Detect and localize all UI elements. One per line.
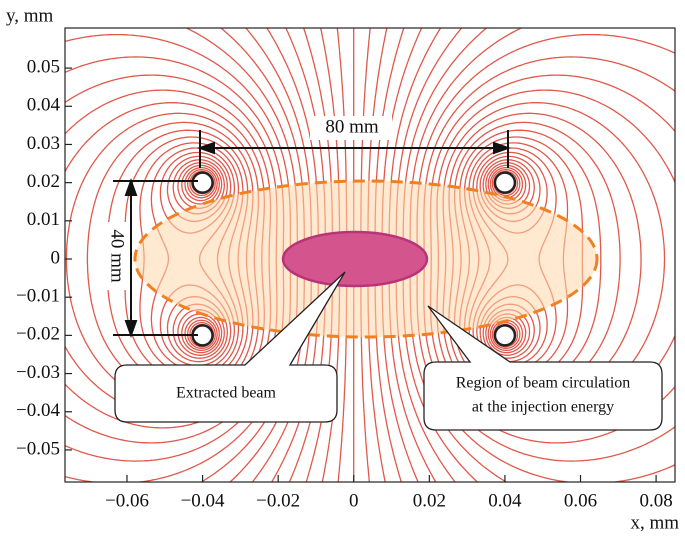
y-tick-label: −0.04 bbox=[16, 400, 60, 421]
conductor bbox=[493, 171, 517, 194]
y-tick-label: −0.05 bbox=[16, 438, 60, 459]
y-axis-label: y, mm bbox=[6, 5, 54, 26]
dimension-label: 80 mm bbox=[325, 116, 379, 137]
arrow-head bbox=[124, 320, 138, 338]
x-tick-label: 0.06 bbox=[564, 490, 597, 511]
arrow-head bbox=[493, 141, 511, 155]
x-tick-label: 0 bbox=[349, 490, 359, 511]
x-tick-label: −0.06 bbox=[105, 490, 149, 511]
dimension-label: 40 mm bbox=[107, 229, 128, 283]
y-tick-label: −0.01 bbox=[16, 286, 60, 307]
conductor bbox=[191, 171, 214, 194]
y-tick-label: 0 bbox=[51, 247, 61, 268]
plot-frame bbox=[64, 27, 676, 483]
y-tick-label: −0.03 bbox=[16, 362, 60, 383]
conductor bbox=[493, 324, 517, 347]
label-bg bbox=[104, 222, 128, 290]
callout bbox=[114, 271, 346, 423]
x-tick-label: 0.04 bbox=[488, 490, 522, 511]
x-tick-label: 0.08 bbox=[639, 490, 672, 511]
annotation: Region of beam circulation bbox=[456, 375, 631, 392]
y-tick-label: −0.02 bbox=[16, 324, 60, 345]
extracted-beam bbox=[281, 230, 429, 288]
arrow-head bbox=[197, 141, 215, 155]
dimension-marks bbox=[113, 130, 511, 338]
y-tick-label: 0.04 bbox=[27, 95, 61, 116]
y-tick-label: 0.02 bbox=[27, 171, 60, 192]
callout bbox=[423, 305, 663, 431]
arrow-head bbox=[124, 178, 138, 196]
x-tick-label: −0.04 bbox=[181, 490, 225, 511]
annotation: at the injection energy bbox=[472, 399, 614, 416]
label-bg bbox=[310, 116, 392, 140]
annotation: Extracted beam bbox=[176, 385, 277, 402]
x-axis-label: x, mm bbox=[630, 512, 679, 533]
y-tick-label: 0.05 bbox=[27, 56, 60, 77]
conductors bbox=[191, 171, 517, 347]
y-tick-label: 0.03 bbox=[27, 133, 60, 154]
x-tick-label: −0.02 bbox=[256, 490, 300, 511]
y-tick-label: 0.01 bbox=[27, 209, 60, 230]
x-tick-label: 0.02 bbox=[413, 490, 446, 511]
